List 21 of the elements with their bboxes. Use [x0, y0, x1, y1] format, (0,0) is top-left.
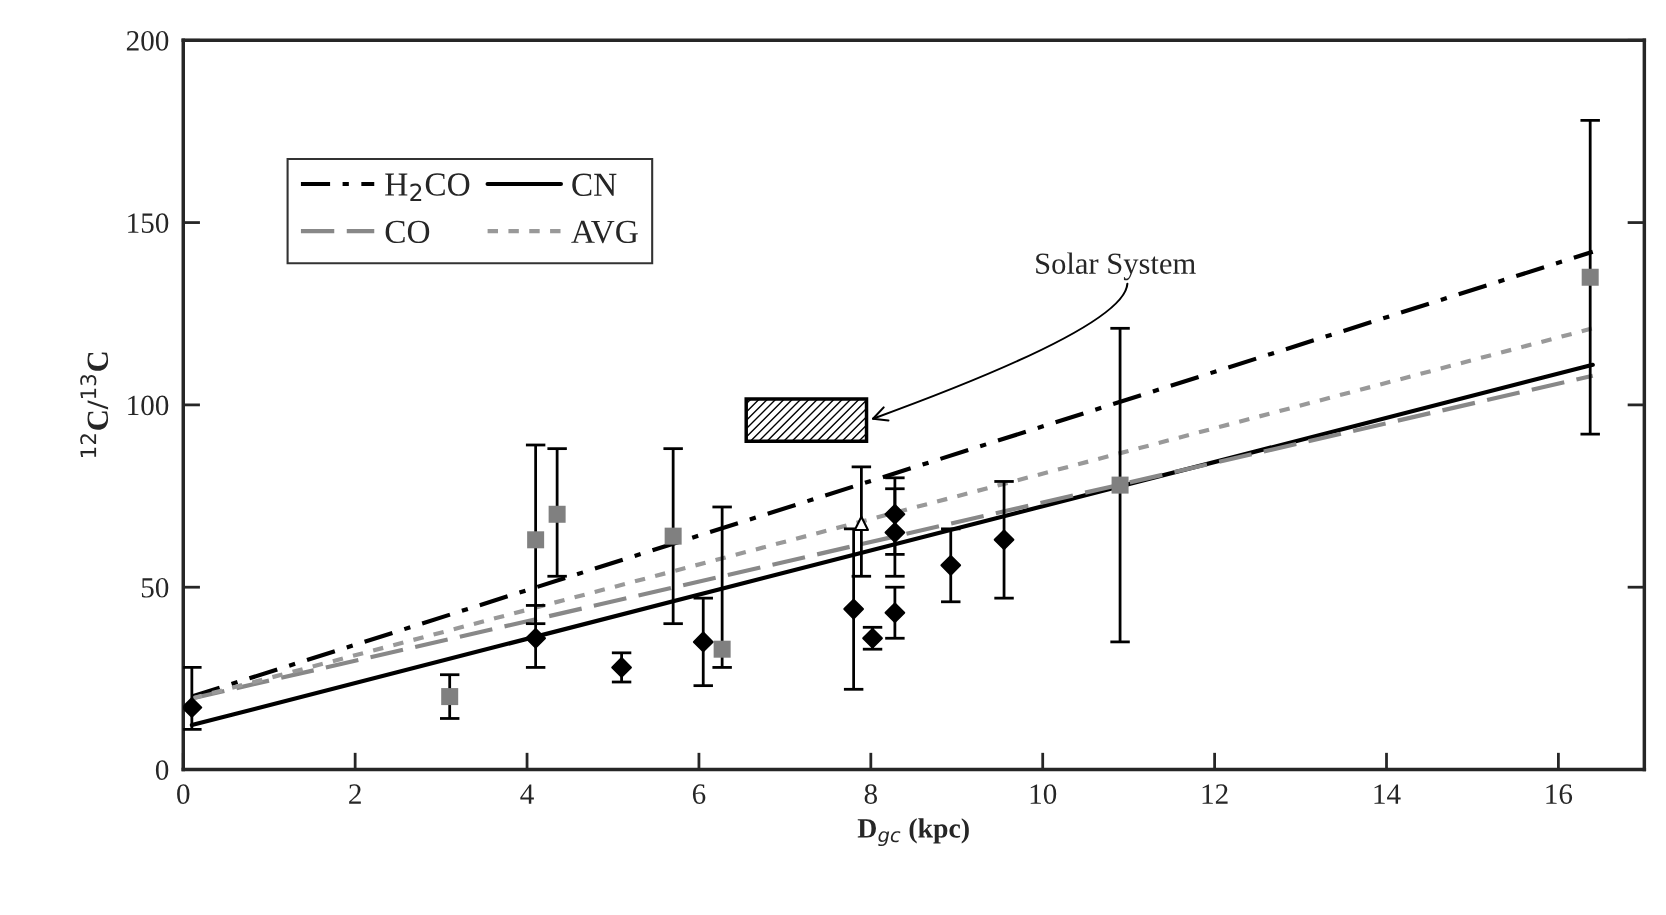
y-axis-title: $^{12}$C/$^{13}$C [80, 352, 109, 457]
x-tick-label: 14 [1374, 784, 1401, 804]
y-tick-label: 100 [128, 395, 169, 416]
legend-label: CO [385, 220, 430, 244]
x-axis-title: D$_{gc}$ (kpc) [857, 818, 969, 847]
legend-label: CN [572, 173, 617, 197]
legend-label: H$_{2}$CO [385, 173, 470, 201]
y-tick-label: 200 [126, 30, 169, 51]
x-tick-label: 6 [692, 784, 706, 804]
x-tick-label: 8 [864, 784, 878, 804]
y-tick-label: 0 [155, 760, 169, 780]
x-tick-label: 16 [1546, 784, 1573, 804]
x-tick-label: 0 [177, 784, 190, 804]
y-tick-label: 150 [128, 213, 169, 233]
x-tick-label: 2 [349, 784, 361, 804]
y-tick-label: 50 [141, 577, 169, 598]
x-tick-label: 12 [1202, 784, 1228, 804]
legend-label: AVG [571, 220, 638, 244]
x-tick-label: 10 [1030, 784, 1057, 804]
annotation: Solar System [1036, 252, 1196, 281]
x-tick-label: 4 [520, 784, 534, 804]
